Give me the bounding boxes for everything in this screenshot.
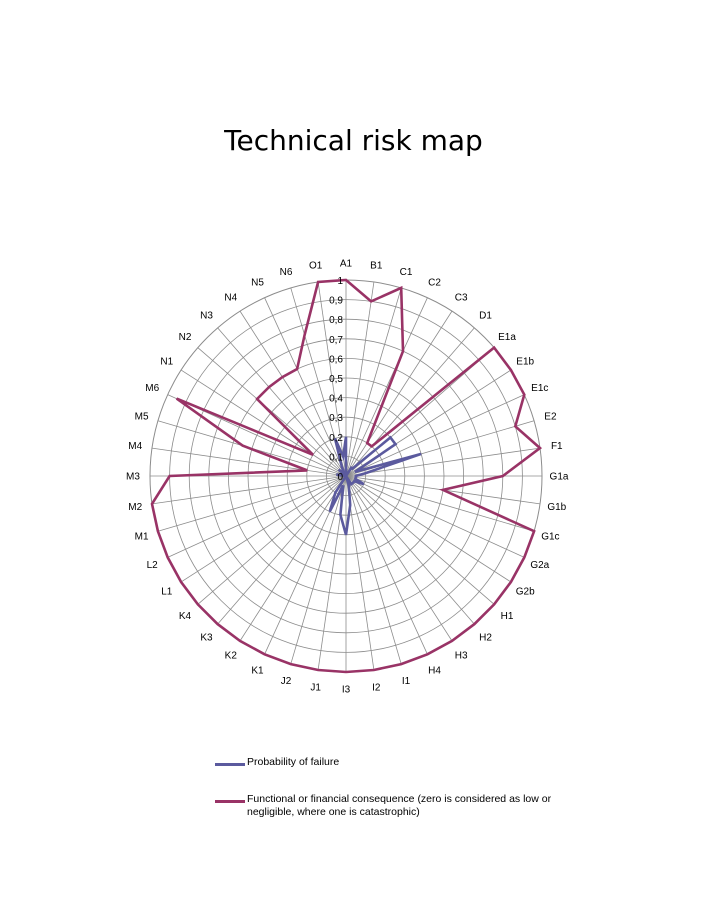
grid-spoke — [197, 475, 347, 605]
grid-spoke — [345, 327, 475, 477]
grid-spoke — [157, 475, 347, 532]
radial-tick-labels: 0 0,1 0,2 0,3 0,4 0,5 0,6 0,7 0,8 0,9 1 — [329, 276, 343, 483]
legend-swatch-consequence — [215, 800, 245, 803]
category-label: G1b — [547, 502, 566, 513]
grid-spoke — [151, 475, 347, 505]
grid-spoke — [290, 475, 347, 665]
category-label: I1 — [402, 676, 411, 687]
grid-spoke — [345, 297, 428, 477]
grid-spoke — [345, 475, 475, 625]
category-label: K3 — [200, 633, 213, 644]
category-label: M3 — [126, 472, 140, 483]
category-label: C1 — [400, 267, 413, 278]
category-label: M1 — [135, 532, 149, 543]
legend-swatch-probability — [215, 763, 245, 766]
grid-spoke — [345, 475, 535, 532]
category-label: H2 — [479, 633, 492, 644]
category-label: E2 — [544, 412, 557, 423]
grid-spoke — [217, 475, 347, 625]
category-label: H3 — [455, 651, 468, 662]
radar-series — [150, 278, 543, 674]
grid-spoke — [345, 475, 453, 642]
category-label: H4 — [428, 665, 441, 676]
category-label: N3 — [200, 311, 213, 322]
grid-spoke — [345, 475, 512, 583]
category-label: A1 — [340, 259, 353, 270]
chart-title: Technical risk map — [224, 124, 483, 157]
category-label: E1a — [498, 332, 516, 343]
category-label: M6 — [145, 383, 159, 394]
legend-label-probability: Probability of failure — [247, 756, 340, 768]
grid-spoke — [151, 447, 347, 477]
series-line-consequence — [150, 278, 543, 674]
grid-spoke — [180, 369, 347, 477]
category-label: E1c — [531, 383, 548, 394]
category-label: G2a — [530, 560, 549, 571]
radial-tick-label: 0,5 — [329, 374, 343, 385]
radial-tick-label: 0,9 — [329, 296, 343, 307]
category-label: C3 — [455, 292, 468, 303]
radial-tick-label: 0,6 — [329, 354, 343, 365]
grid-spoke — [264, 297, 347, 477]
legend-item-probability: Probability of failure — [215, 756, 567, 769]
grid-spoke — [345, 475, 495, 605]
category-label: O1 — [309, 261, 323, 272]
category-label: I2 — [372, 682, 381, 693]
grid-spoke — [345, 281, 375, 477]
category-label: C2 — [428, 278, 441, 289]
grid-spoke — [239, 475, 347, 642]
category-label: M4 — [128, 441, 142, 452]
category-label: G1a — [550, 472, 569, 483]
category-label: G2b — [516, 587, 535, 598]
grid-spoke — [345, 447, 541, 477]
category-label: D1 — [479, 311, 492, 322]
grid-spoke — [239, 310, 347, 477]
category-label: J1 — [310, 682, 321, 693]
category-label: K4 — [179, 611, 192, 622]
category-label: M2 — [128, 502, 142, 513]
category-label: N2 — [179, 332, 192, 343]
category-label: N1 — [160, 356, 173, 367]
grid-spoke — [345, 475, 402, 665]
grid-spoke — [197, 347, 347, 477]
category-label: M5 — [135, 412, 149, 423]
category-label: J2 — [281, 676, 292, 687]
grid-spoke — [345, 475, 428, 655]
radial-tick-label: 0,8 — [329, 315, 343, 326]
category-label: K1 — [251, 665, 264, 676]
legend-item-consequence: Functional or financial consequence (zer… — [215, 793, 567, 819]
category-label: B1 — [370, 261, 383, 272]
grid-spoke — [345, 310, 453, 477]
grid-spoke — [180, 475, 347, 583]
category-label: F1 — [551, 441, 563, 452]
category-label: L1 — [161, 587, 173, 598]
grid-spoke — [167, 475, 347, 558]
radial-tick-label: 0,7 — [329, 335, 343, 346]
grid-spoke — [317, 281, 347, 477]
category-labels: A1 B1 C1 C2 C3 D1 E1a E1b E1c E2 F1 G1a G1b G1c G2a G2b… — [126, 259, 569, 696]
category-label: H1 — [501, 611, 514, 622]
grid-spoke — [345, 475, 525, 558]
category-label: N5 — [251, 278, 264, 289]
series-line-probability — [328, 435, 422, 536]
category-label: N4 — [224, 292, 237, 303]
radial-tick-label: 0,1 — [329, 452, 343, 463]
category-label: E1b — [516, 356, 534, 367]
legend-label-consequence: Functional or financial consequence (zer… — [247, 793, 552, 818]
grid-spoke — [345, 287, 402, 477]
radial-tick-label: 0,2 — [329, 433, 343, 444]
category-label: G1c — [541, 532, 559, 543]
grid-spoke — [345, 394, 525, 477]
radial-tick-label: 0 — [337, 472, 343, 483]
category-label: I3 — [342, 685, 351, 696]
category-label: K2 — [225, 651, 238, 662]
radial-tick-label: 0,3 — [329, 413, 343, 424]
category-label: L2 — [147, 560, 159, 571]
radial-tick-label: 0,4 — [329, 394, 343, 405]
radial-tick-label: 1 — [337, 276, 343, 287]
category-label: N6 — [280, 267, 293, 278]
grid-spoke — [217, 327, 347, 477]
